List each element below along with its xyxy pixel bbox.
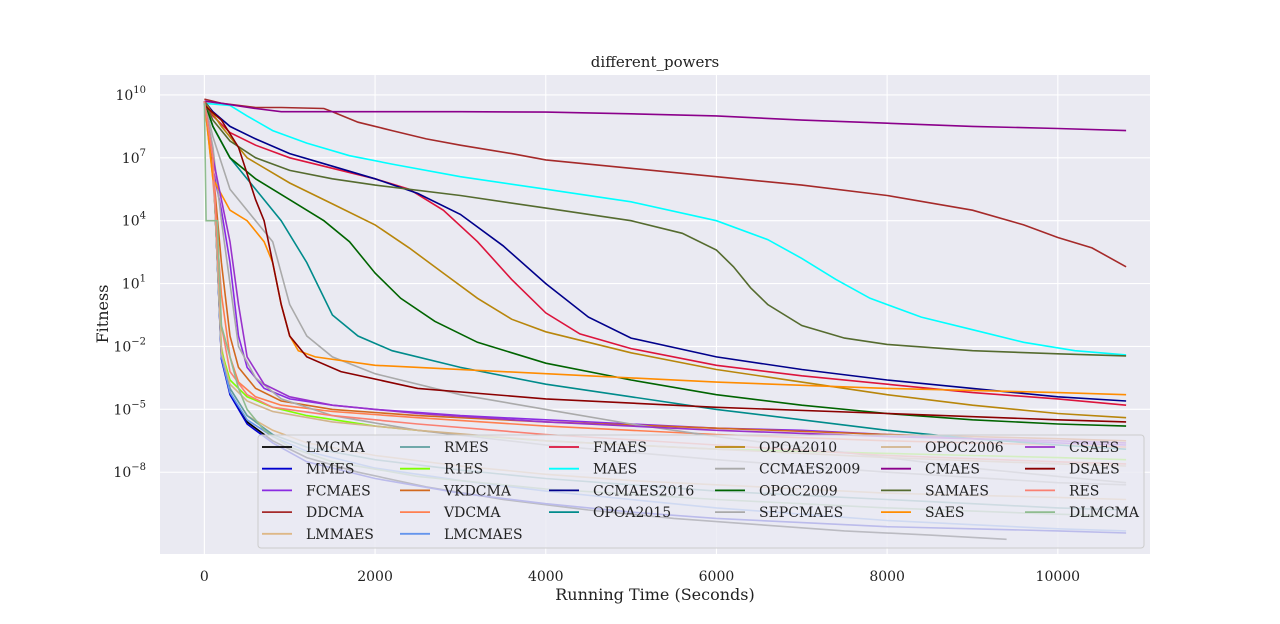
legend-label-saes: SAES [925,505,965,521]
series-line-opoa2015 [203,100,1127,450]
y-tick-label: 107 [122,148,146,167]
legend-label-opoc2009: OPOC2009 [759,483,838,499]
y-axis-label: Fitness [93,285,112,344]
x-tick-label: 2000 [357,569,393,585]
series-line-ccmaes2016 [203,100,1127,402]
legend-label-opoa2010: OPOA2010 [759,440,837,456]
y-tick-label: 1010 [115,85,146,104]
legend-label-mmes: MMES [306,462,354,478]
y-tick-label: 104 [122,211,146,230]
legend-label-fmaes: FMAES [593,440,647,456]
legend-label-dsaes: DSAES [1069,462,1120,478]
legend-label-sepcmaes: SEPCMAES [759,505,843,521]
series-line-dsaes [203,104,1127,423]
legend-box [257,434,1145,549]
legend-label-lmcmaes: LMCMAES [444,527,523,543]
series-line-maes [204,102,1127,356]
legend-label-opoc2006: OPOC2006 [925,440,1004,456]
legend-label-lmmaes: LMMAES [306,527,374,543]
legend-label-ddcma: DDCMA [306,505,364,521]
x-tick-label: 8000 [869,569,905,585]
y-tick-label: 10−8 [113,462,146,481]
x-axis-label: Running Time (Seconds) [555,585,755,604]
legend-label-res: RES [1069,483,1099,499]
series-line-cmaes [204,100,1127,132]
legend-label-csaes: CSAES [1069,440,1119,456]
legend-label-vdcma: VDCMA [443,505,501,521]
legend-label-fcmaes: FCMAES [306,483,371,499]
legend: LMCMA RMES FMAES OPOA2010 OPOC2006 CSAES MMES R… [257,434,1145,549]
legend-label-ccmaes2016: CCMAES2016 [593,483,694,499]
y-tick-label: 101 [122,274,146,293]
series-line-vkdcma [203,101,1127,442]
y-axis-ticks: 1010 107 104 101 10−2 10−5 10−8 [113,85,146,481]
legend-label-vkdcma: VKDCMA [443,483,512,499]
chart-title: different_powers [591,53,719,71]
legend-label-dlmcma: DLMCMA [1069,505,1140,521]
series-line-opoa2010 [203,100,1127,419]
legend-label-r1es: R1ES [444,462,483,478]
y-tick-label: 10−5 [113,399,146,418]
x-axis-ticks: 0 2000 4000 6000 8000 10000 [200,569,1080,585]
x-tick-label: 4000 [528,569,564,585]
legend-label-cmaes: CMAES [925,462,980,478]
x-tick-label: 6000 [699,569,735,585]
series-line-saes [203,101,1127,396]
x-tick-label: 10000 [1036,569,1081,585]
series-line-fmaes [203,100,1127,406]
series-line-ddcma [204,98,1127,268]
y-tick-label: 10−2 [113,336,146,355]
x-tick-label: 0 [200,569,209,585]
legend-label-lmcma: LMCMA [306,440,366,456]
legend-label-ccmaes2009: CCMAES2009 [759,462,860,478]
legend-label-samaes: SAMAES [925,483,989,499]
legend-label-maes: MAES [593,462,637,478]
legend-label-opoa2015: OPOA2015 [593,505,671,521]
series-line-samaes [203,100,1127,357]
legend-label-rmes: RMES [444,440,489,456]
